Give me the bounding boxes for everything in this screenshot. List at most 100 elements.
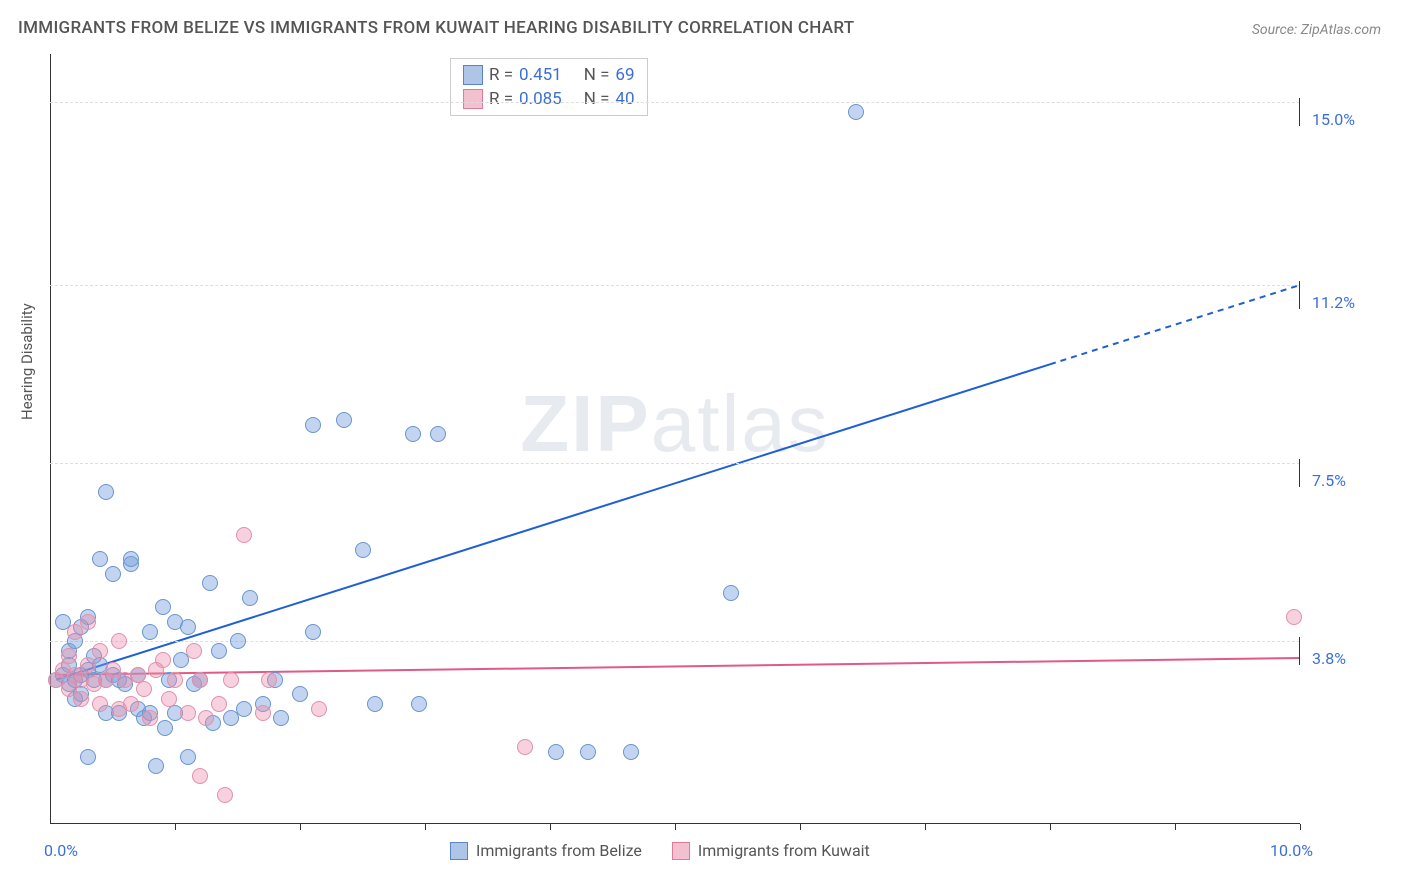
data-point xyxy=(217,787,233,803)
x-tick-mark xyxy=(1175,824,1176,830)
data-point xyxy=(80,614,96,630)
data-point xyxy=(517,739,533,755)
x-tick-mark xyxy=(300,824,301,830)
data-point xyxy=(261,672,277,688)
source-attribution: Source: ZipAtlas.com xyxy=(1252,22,1381,38)
x-tick-mark xyxy=(675,824,676,830)
data-point xyxy=(80,657,96,673)
data-point xyxy=(105,566,121,582)
n-label: N = xyxy=(584,89,610,109)
x-tick-mark xyxy=(1300,824,1301,830)
trend-line-solid xyxy=(56,658,1300,675)
data-point xyxy=(186,643,202,659)
data-point xyxy=(848,104,864,120)
watermark-bold: ZIP xyxy=(520,379,650,468)
y-tick-label: 7.5% xyxy=(1312,471,1346,490)
data-point xyxy=(167,672,183,688)
y-tick-mark xyxy=(1299,459,1300,487)
data-point xyxy=(73,691,89,707)
data-point xyxy=(98,484,114,500)
data-point xyxy=(580,744,596,760)
data-point xyxy=(180,749,196,765)
y-tick-label: 15.0% xyxy=(1312,110,1355,129)
series-name-belize: Immigrants from Belize xyxy=(476,841,642,860)
n-label: N = xyxy=(584,65,610,85)
y-tick-label: 3.8% xyxy=(1312,649,1346,668)
data-point xyxy=(411,696,427,712)
data-point xyxy=(430,426,446,442)
correlation-row-belize: R = 0.451 N = 69 xyxy=(463,63,635,87)
data-point xyxy=(202,575,218,591)
r-label: R = xyxy=(489,89,513,109)
data-point xyxy=(136,681,152,697)
x-tick-mark xyxy=(1050,824,1051,830)
data-point xyxy=(148,758,164,774)
data-point xyxy=(548,744,564,760)
y-axis-line xyxy=(50,54,51,824)
x-tick-mark xyxy=(425,824,426,830)
y-tick-mark xyxy=(1299,637,1300,665)
data-point xyxy=(723,585,739,601)
watermark: ZIPatlas xyxy=(520,378,829,470)
swatch-kuwait xyxy=(463,89,483,109)
series-name-kuwait: Immigrants from Kuwait xyxy=(698,841,870,860)
gridline-h xyxy=(50,285,1300,286)
r-value-belize: 0.451 xyxy=(519,65,562,85)
y-tick-mark xyxy=(1299,281,1300,309)
correlation-row-kuwait: R = 0.085 N = 40 xyxy=(463,87,635,111)
gridline-h xyxy=(50,102,1300,103)
data-point xyxy=(157,720,173,736)
data-point xyxy=(155,599,171,615)
data-point xyxy=(123,696,139,712)
series-legend: Immigrants from Belize Immigrants from K… xyxy=(450,841,870,860)
data-point xyxy=(623,744,639,760)
data-point xyxy=(367,696,383,712)
data-point xyxy=(292,686,308,702)
trend-line-dashed xyxy=(1050,285,1300,364)
watermark-light: atlas xyxy=(651,379,830,468)
x-origin-label: 0.0% xyxy=(44,841,78,860)
y-tick-label: 11.2% xyxy=(1312,293,1355,312)
data-point xyxy=(311,701,327,717)
data-point xyxy=(123,551,139,567)
data-point xyxy=(192,672,208,688)
data-point xyxy=(230,633,246,649)
gridline-h xyxy=(50,463,1300,464)
y-axis-label: Hearing Disability xyxy=(18,303,36,420)
data-point xyxy=(61,648,77,664)
data-point xyxy=(180,705,196,721)
data-point xyxy=(236,527,252,543)
data-point xyxy=(211,696,227,712)
data-point xyxy=(273,710,289,726)
data-point xyxy=(211,643,227,659)
x-tick-mark xyxy=(550,824,551,830)
swatch-belize xyxy=(463,65,483,85)
x-max-label: 10.0% xyxy=(1270,841,1313,860)
data-point xyxy=(405,426,421,442)
data-point xyxy=(142,710,158,726)
data-point xyxy=(142,624,158,640)
data-point xyxy=(1286,609,1302,625)
data-point xyxy=(92,551,108,567)
x-tick-mark xyxy=(925,824,926,830)
data-point xyxy=(192,768,208,784)
data-point xyxy=(80,749,96,765)
data-point xyxy=(255,705,271,721)
data-point xyxy=(355,542,371,558)
legend-item-belize: Immigrants from Belize xyxy=(450,841,642,860)
legend-item-kuwait: Immigrants from Kuwait xyxy=(672,841,870,860)
y-tick-mark xyxy=(1299,98,1300,126)
n-value-kuwait: 40 xyxy=(615,89,634,109)
data-point xyxy=(161,691,177,707)
data-point xyxy=(180,619,196,635)
chart-title: IMMIGRANTS FROM BELIZE VS IMMIGRANTS FRO… xyxy=(18,18,854,38)
data-point xyxy=(242,590,258,606)
data-point xyxy=(92,696,108,712)
r-value-kuwait: 0.085 xyxy=(519,89,562,109)
data-point xyxy=(111,633,127,649)
data-point xyxy=(198,710,214,726)
trend-line-solid xyxy=(56,364,1050,679)
x-tick-mark xyxy=(800,824,801,830)
swatch-belize xyxy=(450,842,468,860)
data-point xyxy=(155,652,171,668)
